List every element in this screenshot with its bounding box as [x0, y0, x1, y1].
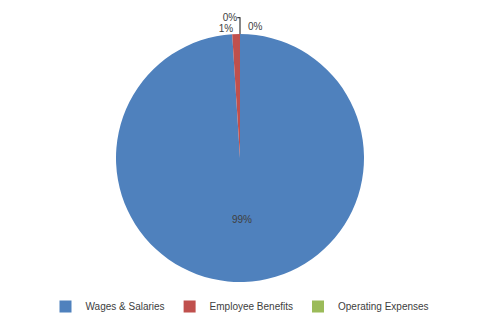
svg-text:99%: 99% — [232, 214, 252, 225]
svg-text:0%: 0% — [223, 12, 238, 23]
svg-text:0%: 0% — [248, 21, 263, 32]
svg-text:Operating Expenses: Operating Expenses — [338, 301, 429, 312]
svg-text:1%: 1% — [219, 23, 234, 34]
svg-text:Employee Benefits: Employee Benefits — [210, 301, 293, 312]
svg-text:Wages & Salaries: Wages & Salaries — [86, 301, 165, 312]
